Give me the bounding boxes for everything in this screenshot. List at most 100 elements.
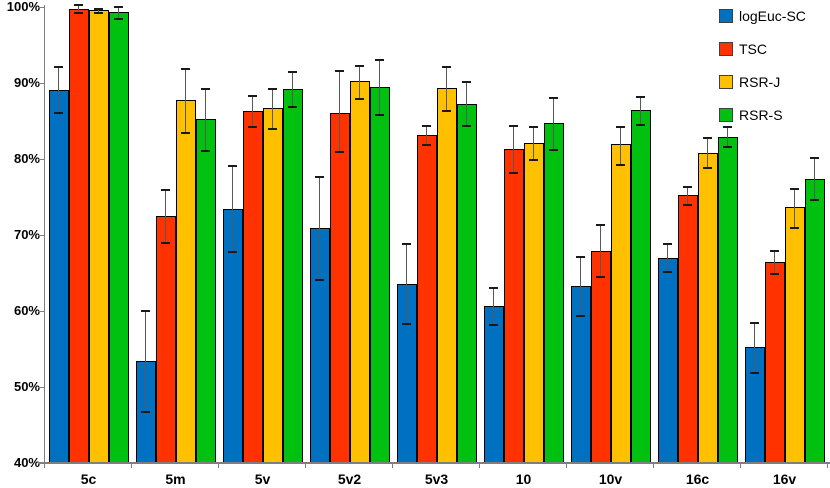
- error-bar-cap-top: [576, 256, 585, 259]
- error-bar-cap-bottom: [268, 127, 277, 130]
- bar-rsr-j: [697, 152, 718, 463]
- bar-rsr-s: [543, 123, 564, 463]
- category-cell: [132, 7, 219, 463]
- bar-rsr-j: [784, 206, 805, 463]
- y-tick-label: 90%: [13, 75, 40, 90]
- error-bar-cap-bottom: [335, 151, 344, 154]
- x-tick-mark: [218, 463, 219, 468]
- error-bar-cap-top: [288, 70, 297, 73]
- error-bar-line: [513, 124, 514, 173]
- error-bar-line: [232, 165, 233, 252]
- legend: logEuc-SC TSC RSR-J RSR-S: [719, 8, 806, 141]
- error-bar-cap-bottom: [636, 123, 645, 126]
- error-bar-line: [493, 286, 494, 325]
- error-bar-line: [252, 95, 253, 128]
- x-tick-mark: [653, 463, 654, 468]
- error-bar-cap-top: [161, 188, 170, 191]
- error-bar-cap-bottom: [201, 150, 210, 153]
- x-category-label-5m: 5m: [165, 471, 186, 487]
- error-bar-cap-bottom: [723, 145, 732, 148]
- error-bar-line: [205, 88, 206, 152]
- error-bar-line: [78, 3, 79, 14]
- error-bar-cap-top: [201, 88, 210, 91]
- error-bar-cap-top: [355, 64, 364, 67]
- category-cell: [480, 7, 567, 463]
- legend-label: RSR-J: [739, 74, 781, 90]
- error-bar-cap-bottom: [549, 148, 558, 151]
- bar-tsc: [590, 250, 611, 463]
- bar-rsr-s: [195, 118, 216, 463]
- error-bar-line: [727, 126, 728, 147]
- y-tick-label: 100%: [6, 0, 40, 14]
- y-tick-mark: [38, 159, 44, 160]
- error-bar-line: [165, 188, 166, 244]
- error-bar-cap-top: [663, 242, 672, 245]
- legend-item-rsr-s: RSR-S: [719, 107, 806, 123]
- x-axis-line: [38, 462, 830, 464]
- bar-tsc: [155, 216, 176, 463]
- error-bar-cap-top: [489, 286, 498, 289]
- error-bar-cap-top: [616, 126, 625, 129]
- legend-label: TSC: [739, 41, 767, 57]
- legend-item-logeuc-sc: logEuc-SC: [719, 8, 806, 24]
- error-bar-line: [185, 67, 186, 134]
- error-bar-cap-top: [94, 7, 103, 10]
- error-bar-cap-bottom: [770, 272, 779, 275]
- error-bar-cap-top: [402, 242, 411, 245]
- bar-rsr-j: [523, 143, 544, 463]
- error-bar-cap-top: [141, 310, 150, 313]
- error-bar-cap-top: [723, 126, 732, 129]
- error-bar-cap-top: [114, 6, 123, 9]
- legend-label: RSR-S: [739, 107, 783, 123]
- error-bar-cap-top: [54, 65, 63, 68]
- legend-item-tsc: TSC: [719, 41, 806, 57]
- error-bar-line: [580, 256, 581, 317]
- bar-rsr-j: [88, 10, 109, 463]
- error-bar-line: [620, 126, 621, 166]
- bar-rsr-s: [369, 86, 390, 463]
- bar-rsr-j: [436, 87, 457, 463]
- x-tick-mark: [131, 463, 132, 468]
- bar-logeuc-sc: [48, 89, 69, 463]
- legend-swatch-rsr-j: [719, 75, 733, 89]
- error-bar-cap-bottom: [375, 113, 384, 116]
- error-bar-cap-top: [248, 95, 257, 98]
- error-bar-line: [794, 187, 795, 229]
- y-axis-line: [44, 5, 45, 465]
- y-tick-label: 40%: [13, 455, 40, 470]
- category-cell: [393, 7, 480, 463]
- error-bar-line: [687, 186, 688, 206]
- y-tick-mark: [38, 311, 44, 312]
- x-tick-mark: [44, 463, 45, 468]
- bar-tsc: [329, 112, 350, 463]
- y-tick-label: 60%: [13, 303, 40, 318]
- error-bar-cap-bottom: [509, 171, 518, 174]
- y-tick-label: 50%: [13, 379, 40, 394]
- bar-logeuc-sc: [483, 305, 504, 463]
- category-cell: [45, 3, 132, 463]
- error-bar-cap-top: [74, 3, 83, 6]
- error-bar-cap-bottom: [489, 323, 498, 326]
- error-bar-line: [359, 64, 360, 99]
- error-bar-cap-bottom: [248, 126, 257, 129]
- error-bar-cap-bottom: [161, 242, 170, 245]
- error-bar-cap-top: [549, 96, 558, 99]
- error-bar-cap-bottom: [683, 204, 692, 207]
- category-cell: [567, 7, 654, 463]
- error-bar-cap-bottom: [94, 12, 103, 15]
- bar-tsc: [416, 135, 437, 463]
- error-bar-line: [145, 310, 146, 413]
- x-tick-mark: [392, 463, 393, 468]
- error-bar-cap-top: [810, 157, 819, 160]
- x-category-label-5v3: 5v3: [424, 471, 449, 487]
- error-bar-cap-bottom: [288, 106, 297, 109]
- category-cell: [654, 7, 741, 463]
- error-bar-line: [379, 58, 380, 115]
- x-category-label-10v: 10v: [598, 471, 623, 487]
- error-bar-cap-bottom: [228, 250, 237, 253]
- error-bar-cap-bottom: [576, 315, 585, 318]
- error-bar-cap-top: [596, 224, 605, 227]
- y-tick-mark: [38, 235, 44, 236]
- error-bar-cap-bottom: [442, 110, 451, 113]
- bar-tsc: [242, 111, 263, 463]
